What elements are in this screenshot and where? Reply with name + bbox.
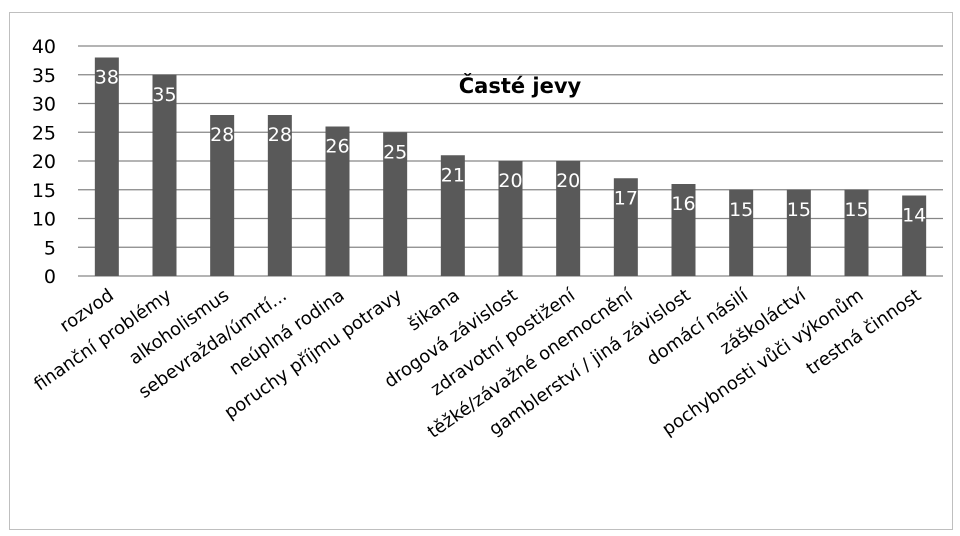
bar	[383, 132, 408, 276]
chart-title: Časté jevy	[459, 73, 582, 98]
bar	[498, 161, 523, 276]
data-label: 35	[152, 84, 176, 106]
bar	[729, 189, 754, 276]
y-tick-label: 20	[32, 151, 56, 173]
bar	[94, 57, 119, 276]
data-label: 38	[95, 67, 119, 89]
data-labels: 38 35 28 28 26 25 21 20 20 17 16 15 15 15 14	[95, 67, 927, 227]
data-label: 28	[268, 124, 292, 146]
bar	[902, 195, 927, 276]
bar	[325, 126, 350, 276]
bar	[556, 161, 581, 276]
data-label: 20	[556, 170, 580, 192]
bar	[210, 115, 235, 276]
bars	[94, 57, 927, 276]
bar	[671, 184, 696, 276]
data-label: 16	[671, 193, 695, 215]
y-tick-label: 10	[32, 209, 56, 231]
bar	[844, 189, 869, 276]
bar	[786, 189, 811, 276]
bar	[613, 178, 638, 276]
data-label: 28	[210, 124, 234, 146]
data-label: 15	[787, 199, 811, 221]
data-label: 17	[614, 187, 638, 209]
data-label: 21	[441, 164, 465, 186]
data-label: 25	[383, 141, 407, 163]
data-label: 20	[498, 170, 522, 192]
y-axis-tick-labels: 0 5 10 15 20 25 30 35 40	[32, 36, 56, 288]
y-tick-label: 40	[32, 36, 56, 58]
data-label: 26	[325, 136, 349, 158]
bar	[152, 74, 177, 276]
bar	[440, 155, 465, 276]
y-tick-label: 30	[32, 94, 56, 116]
data-label: 15	[844, 199, 868, 221]
data-label: 15	[729, 199, 753, 221]
y-tick-label: 0	[44, 266, 56, 288]
y-tick-label: 15	[32, 180, 56, 202]
y-tick-label: 35	[32, 65, 56, 87]
bar	[267, 115, 292, 276]
y-tick-label: 5	[44, 237, 56, 259]
data-label: 14	[902, 205, 926, 227]
y-tick-label: 25	[32, 122, 56, 144]
